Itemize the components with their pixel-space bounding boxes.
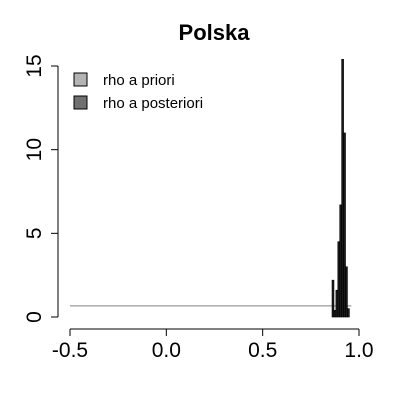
chart-title: Polska [179, 20, 251, 45]
x-axis: -0.5 0.0 0.5 1.0 [52, 328, 374, 362]
posterior-histogram [331, 59, 350, 318]
y-axis: 0 5 10 15 [23, 54, 59, 323]
y-tick-label-2: 10 [23, 138, 46, 161]
posterior-bar-8 [347, 308, 350, 318]
x-tick-label-0: -0.5 [52, 339, 88, 362]
legend-label-posterior: rho a posteriori [103, 95, 203, 112]
legend-swatch-prior [73, 72, 88, 87]
x-tick-label-2: 0.5 [248, 339, 277, 362]
posterior-bar-0 [331, 279, 335, 318]
x-tick-label-3: 1.0 [344, 339, 373, 362]
legend-label-prior: rho a priori [103, 72, 175, 89]
x-tick-label-1: 0.0 [152, 339, 181, 362]
y-tick-label-0: 0 [23, 311, 46, 323]
y-tick-label-3: 15 [23, 54, 46, 77]
posterior-bar-7 [345, 266, 348, 318]
posterior-bar-6 [343, 132, 346, 318]
legend-swatch-posterior [73, 95, 88, 110]
legend: rho a priori rho a posteriori [73, 72, 203, 112]
y-tick-label-1: 5 [23, 227, 46, 239]
